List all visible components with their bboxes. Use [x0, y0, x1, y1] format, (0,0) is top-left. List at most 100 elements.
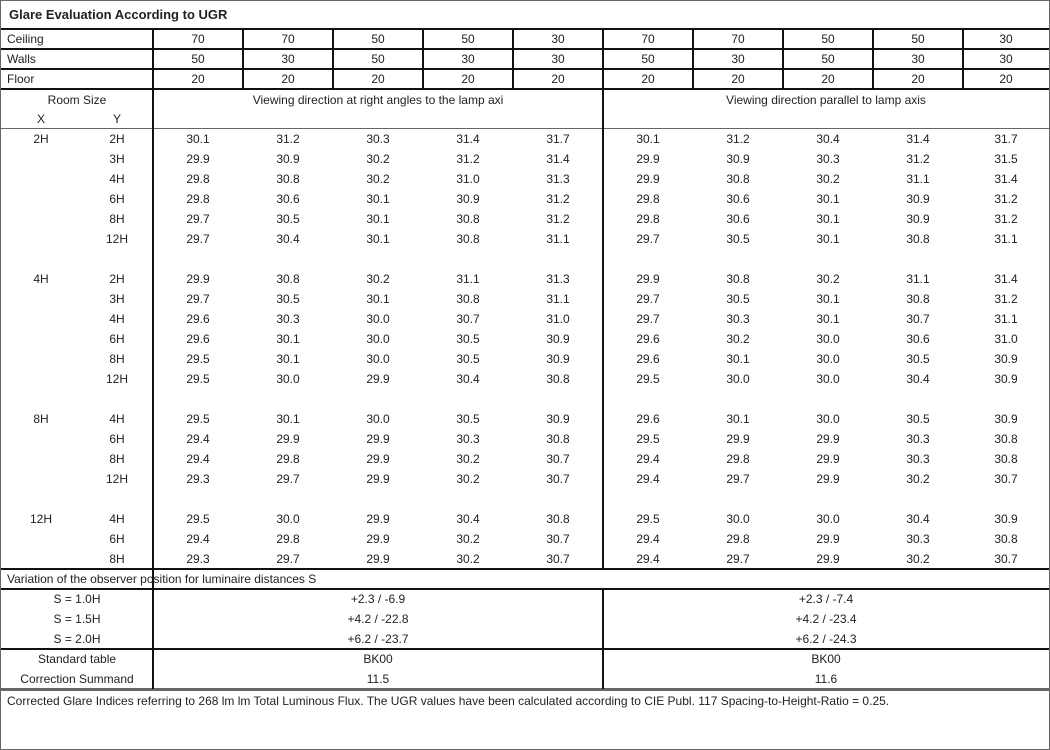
- ugr-value: 30.8: [994, 532, 1018, 546]
- variation-title: Variation of the observer position for l…: [7, 572, 317, 586]
- ugr-value: 30.4: [276, 232, 300, 246]
- ugr-value: 29.5: [186, 412, 210, 426]
- ugr-value: 29.6: [636, 332, 660, 346]
- ugr-value: 31.0: [546, 312, 570, 326]
- ugr-value: 30.2: [906, 552, 930, 566]
- ugr-value: 29.7: [186, 232, 210, 246]
- ugr-value: 29.8: [186, 192, 210, 206]
- ugr-value: 30.1: [186, 132, 210, 146]
- ugr-value: 30.6: [276, 192, 300, 206]
- ugr-value: 29.7: [276, 472, 300, 486]
- ugr-value: 31.4: [546, 152, 570, 166]
- right-angles-header: Viewing direction at right angles to the…: [252, 93, 504, 107]
- ugr-value: 31.2: [994, 292, 1018, 306]
- reflectance-value: 20: [281, 72, 295, 86]
- ugr-value: 30.5: [456, 412, 480, 426]
- table-title: Glare Evaluation According to UGR: [9, 7, 228, 22]
- ugr-value: 31.4: [994, 172, 1018, 186]
- reflectance-label: Floor: [7, 72, 35, 86]
- ugr-value: 30.5: [276, 212, 300, 226]
- room-y-value: 4H: [109, 172, 125, 186]
- ugr-value: 29.4: [186, 532, 210, 546]
- reflectance-value: 30: [731, 52, 745, 66]
- reflectance-label: Ceiling: [7, 32, 44, 46]
- reflectance-value: 20: [641, 72, 655, 86]
- reflectance-value: 50: [911, 32, 925, 46]
- ugr-value: 30.9: [906, 192, 930, 206]
- ugr-value: 31.1: [456, 272, 480, 286]
- divider: [512, 29, 514, 89]
- reflectance-value: 30: [461, 52, 475, 66]
- ugr-value: 30.8: [546, 372, 570, 386]
- room-y-value: 6H: [109, 192, 125, 206]
- ugr-value: 30.0: [816, 332, 840, 346]
- ugr-value: 30.1: [816, 292, 840, 306]
- variation-label: S = 2.0H: [53, 632, 101, 646]
- ugr-value: 30.2: [726, 332, 750, 346]
- reflectance-value: 20: [461, 72, 475, 86]
- divider: [1, 588, 1049, 590]
- ugr-value: 30.3: [816, 152, 840, 166]
- variation-right-angles: +4.2 / -22.8: [347, 612, 409, 626]
- ugr-value: 31.3: [546, 272, 570, 286]
- ugr-value: 30.0: [366, 312, 390, 326]
- reflectance-value: 20: [191, 72, 205, 86]
- ugr-value: 31.2: [276, 132, 300, 146]
- standard-label: Standard table: [37, 652, 117, 666]
- ugr-value: 30.2: [816, 172, 840, 186]
- ugr-value: 30.8: [546, 432, 570, 446]
- ugr-value: 30.0: [366, 352, 390, 366]
- ugr-value: 30.3: [906, 532, 930, 546]
- ugr-value: 30.0: [726, 512, 750, 526]
- ugr-value: 29.6: [636, 412, 660, 426]
- reflectance-value: 20: [731, 72, 745, 86]
- ugr-value: 30.0: [816, 512, 840, 526]
- reflectance-value: 50: [371, 32, 385, 46]
- footnote: Corrected Glare Indices referring to 268…: [7, 694, 890, 708]
- ugr-value: 29.9: [366, 372, 390, 386]
- ugr-value: 30.7: [546, 552, 570, 566]
- ugr-value: 30.8: [906, 292, 930, 306]
- divider: [872, 29, 874, 89]
- ugr-value: 30.9: [994, 372, 1018, 386]
- ugr-value: 30.6: [726, 212, 750, 226]
- ugr-value: 29.9: [816, 552, 840, 566]
- ugr-value: 30.1: [366, 212, 390, 226]
- ugr-value: 29.9: [186, 272, 210, 286]
- ugr-value: 31.1: [906, 272, 930, 286]
- ugr-value: 30.2: [366, 152, 390, 166]
- ugr-value: 31.2: [994, 192, 1018, 206]
- divider: [332, 29, 334, 89]
- ugr-value: 29.9: [816, 532, 840, 546]
- room-y-value: 8H: [109, 352, 125, 366]
- standard-right-angles: 11.5: [366, 672, 390, 686]
- ugr-value: 31.4: [906, 132, 930, 146]
- ugr-value: 30.0: [726, 372, 750, 386]
- ugr-value: 30.9: [546, 352, 570, 366]
- room-y-value: 6H: [109, 332, 125, 346]
- room-y-value: 4H: [109, 512, 125, 526]
- ugr-value: 30.9: [726, 152, 750, 166]
- ugr-value: 29.5: [636, 372, 660, 386]
- reflectance-value: 30: [911, 52, 925, 66]
- ugr-value: 30.0: [816, 412, 840, 426]
- ugr-value: 30.3: [906, 432, 930, 446]
- reflectance-value: 50: [821, 52, 835, 66]
- ugr-value: 29.8: [276, 532, 300, 546]
- ugr-value: 29.9: [726, 432, 750, 446]
- divider: [1, 688, 1049, 691]
- reflectance-value: 30: [551, 52, 565, 66]
- ugr-value: 30.9: [994, 512, 1018, 526]
- ugr-value: 29.9: [636, 172, 660, 186]
- reflectance-value: 50: [461, 32, 475, 46]
- ugr-value: 31.1: [994, 312, 1018, 326]
- ugr-value: 31.2: [546, 212, 570, 226]
- variation-right-angles: +2.3 / -6.9: [350, 592, 406, 606]
- ugr-value: 29.5: [186, 352, 210, 366]
- ugr-value: 30.9: [994, 352, 1018, 366]
- room-y-value: 4H: [109, 312, 125, 326]
- room-x-value: 8H: [33, 412, 49, 426]
- ugr-value: 29.7: [726, 472, 750, 486]
- ugr-value: 29.4: [636, 552, 660, 566]
- ugr-value: 30.7: [906, 312, 930, 326]
